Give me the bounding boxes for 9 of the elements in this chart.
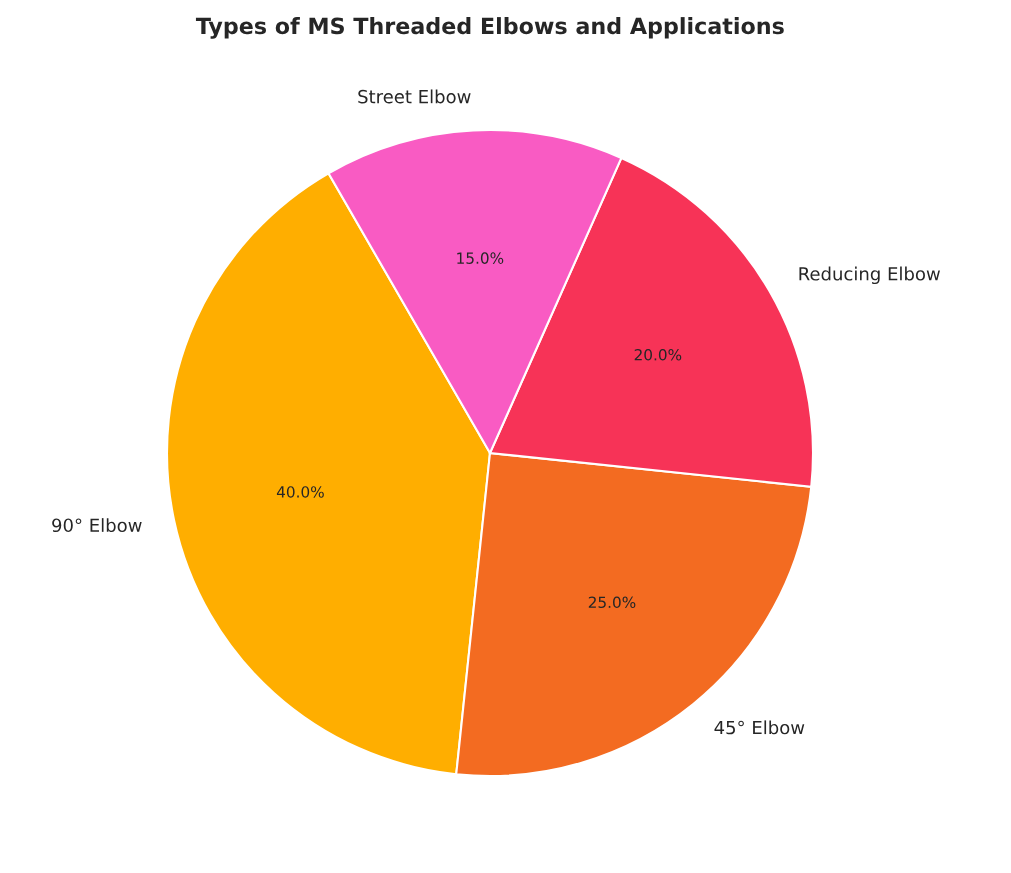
chart-title: Types of MS Threaded Elbows and Applications [195,17,784,39]
data-label: 40.0% [276,486,324,498]
data-label: 15.0% [457,252,504,264]
slice-label: Street Elbow [358,89,471,104]
data-label: 25.0% [588,596,636,609]
slice-label: Reducing Elbow [799,266,940,285]
slice-label: 90° Elbow [52,518,142,533]
data-label: 20.0% [634,348,682,361]
slice-label: 45° Elbow [714,720,805,735]
